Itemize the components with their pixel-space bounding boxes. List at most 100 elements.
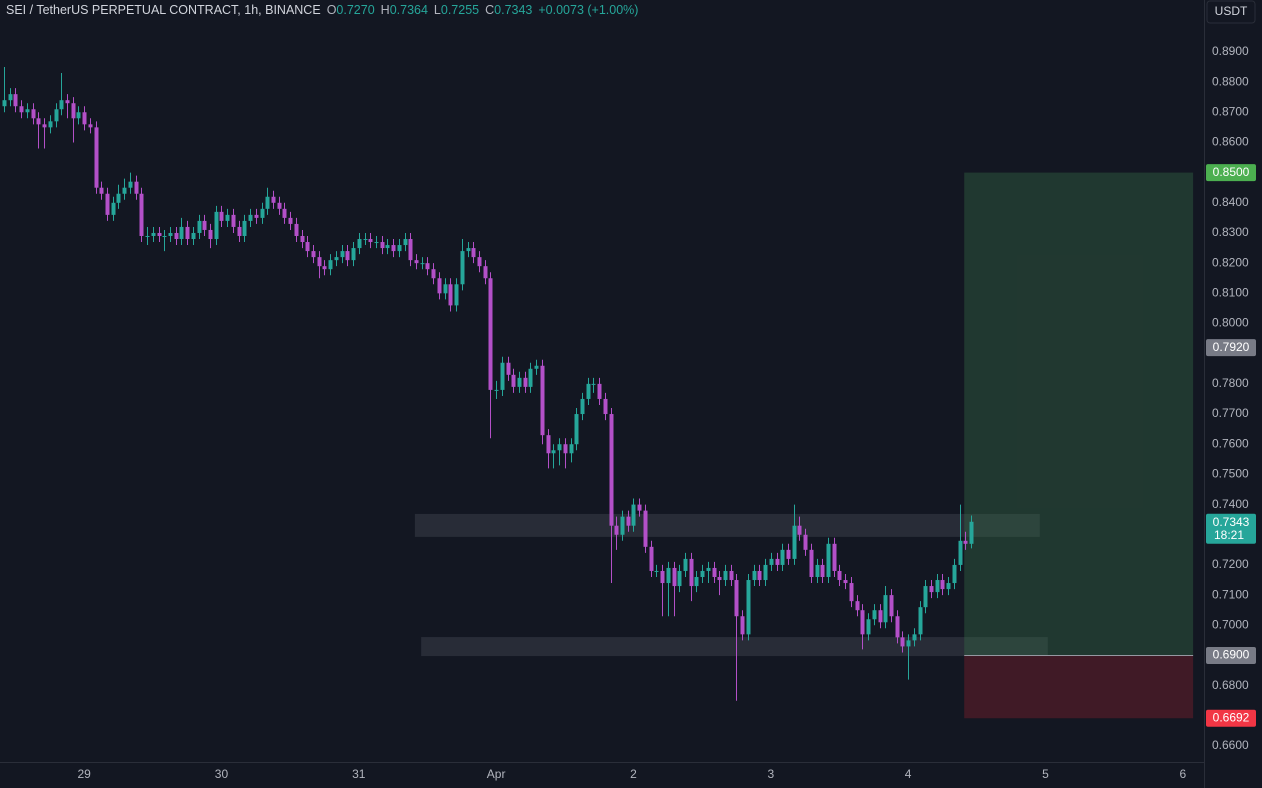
candle-body — [466, 248, 471, 252]
last-price-box — [1206, 513, 1256, 544]
currency-button[interactable] — [1206, 0, 1256, 24]
candle-body — [408, 239, 413, 261]
x-tick-label: 2 — [630, 767, 637, 781]
candle-body — [820, 564, 825, 578]
candle-body — [157, 232, 162, 236]
candle-body — [174, 232, 179, 240]
candle-body — [265, 196, 270, 209]
candle-body — [569, 444, 574, 454]
candle-body — [923, 586, 928, 608]
candle-body — [889, 595, 894, 617]
candle-body — [952, 564, 957, 584]
candle-body — [654, 570, 659, 572]
candle-body — [162, 235, 167, 237]
candle-body — [128, 181, 133, 188]
candle-body — [637, 504, 642, 511]
candle-body — [918, 607, 923, 635]
ohlc-value: 0.7364 — [389, 3, 428, 17]
candle-body — [946, 583, 951, 590]
candle-body — [277, 202, 282, 209]
candle-body — [368, 239, 373, 243]
candle-body — [963, 540, 968, 544]
ohlc-key: L — [433, 3, 441, 17]
candle-body — [540, 365, 545, 436]
y-tick-label: 0.7400 — [1212, 497, 1249, 511]
candle-body — [775, 558, 780, 565]
y-tick-label: 0.7500 — [1212, 467, 1249, 481]
x-tick-label: Apr — [487, 767, 506, 781]
currency-button-label[interactable]: USDT — [1215, 4, 1248, 18]
candle-body — [145, 235, 150, 237]
candle-body — [385, 245, 390, 249]
candle-body — [202, 220, 207, 230]
candle-body — [631, 504, 636, 526]
y-tick-label: 0.7200 — [1212, 557, 1249, 571]
candle-body — [397, 245, 402, 252]
candle-body — [786, 549, 791, 559]
candle-body — [528, 368, 533, 387]
candle-body — [500, 362, 505, 390]
candle-body — [219, 211, 224, 221]
candle-body — [54, 109, 59, 122]
price-label-box — [1206, 339, 1256, 357]
candle-body — [340, 251, 345, 258]
candle-body — [105, 193, 110, 215]
candle-body — [414, 260, 419, 264]
price-label: 0.6900 — [1213, 648, 1250, 662]
y-tick-label: 0.8300 — [1212, 225, 1249, 239]
candle-body — [666, 567, 671, 584]
candle-body — [477, 257, 482, 267]
candle-body — [443, 284, 448, 294]
candle-body — [706, 567, 711, 571]
candle-body — [752, 570, 757, 581]
candle-body — [534, 365, 539, 369]
x-tick-label: 3 — [767, 767, 774, 781]
candle-body — [460, 251, 465, 285]
candle-body — [351, 248, 356, 261]
candle-body — [237, 226, 242, 236]
candle-body — [872, 610, 877, 620]
candle-body — [506, 362, 511, 375]
candle-body — [25, 109, 30, 113]
loss-zone — [964, 655, 1194, 719]
candle-body — [134, 181, 139, 194]
candle-body — [248, 214, 253, 221]
candle-body — [288, 217, 293, 224]
y-tick-label: 0.7000 — [1212, 617, 1249, 631]
candle-body — [380, 242, 385, 249]
price-label: 0.6692 — [1213, 710, 1250, 724]
candle-body — [603, 398, 608, 415]
candle-body — [111, 202, 116, 215]
candle-body — [191, 232, 196, 240]
candle-body — [300, 235, 305, 243]
candle-body — [717, 577, 722, 581]
candle-body — [740, 616, 745, 635]
candle-body — [260, 208, 265, 218]
candle-body — [122, 187, 127, 194]
candle-body — [425, 263, 430, 270]
candle-body — [837, 570, 842, 581]
candle-body — [900, 637, 905, 647]
candle-body — [179, 226, 184, 240]
candle-body — [723, 570, 728, 581]
candle-body — [694, 577, 699, 587]
candle-body — [59, 100, 64, 110]
candle-body — [815, 564, 820, 578]
x-tick-label: 30 — [215, 767, 229, 781]
candle-body — [488, 278, 493, 390]
candle-body — [437, 278, 442, 294]
candle-body — [305, 242, 310, 252]
candle-body — [929, 586, 934, 593]
candle-body — [99, 187, 104, 194]
candle-body — [757, 570, 762, 581]
candle-body — [797, 525, 802, 535]
x-tick-label: 29 — [77, 767, 91, 781]
y-tick-label: 0.7800 — [1212, 376, 1249, 390]
ohlc-value: 0.7343 — [494, 3, 533, 17]
axes: 0.8900 0.8800 0.8700 0.8600 0.8400 0.8300 0.82… — [77, 44, 1256, 781]
candle-body — [620, 516, 625, 535]
candle-body — [843, 580, 848, 584]
candle-body — [878, 610, 883, 623]
y-tick-label: 0.8700 — [1212, 104, 1249, 118]
candle-body — [860, 610, 865, 635]
